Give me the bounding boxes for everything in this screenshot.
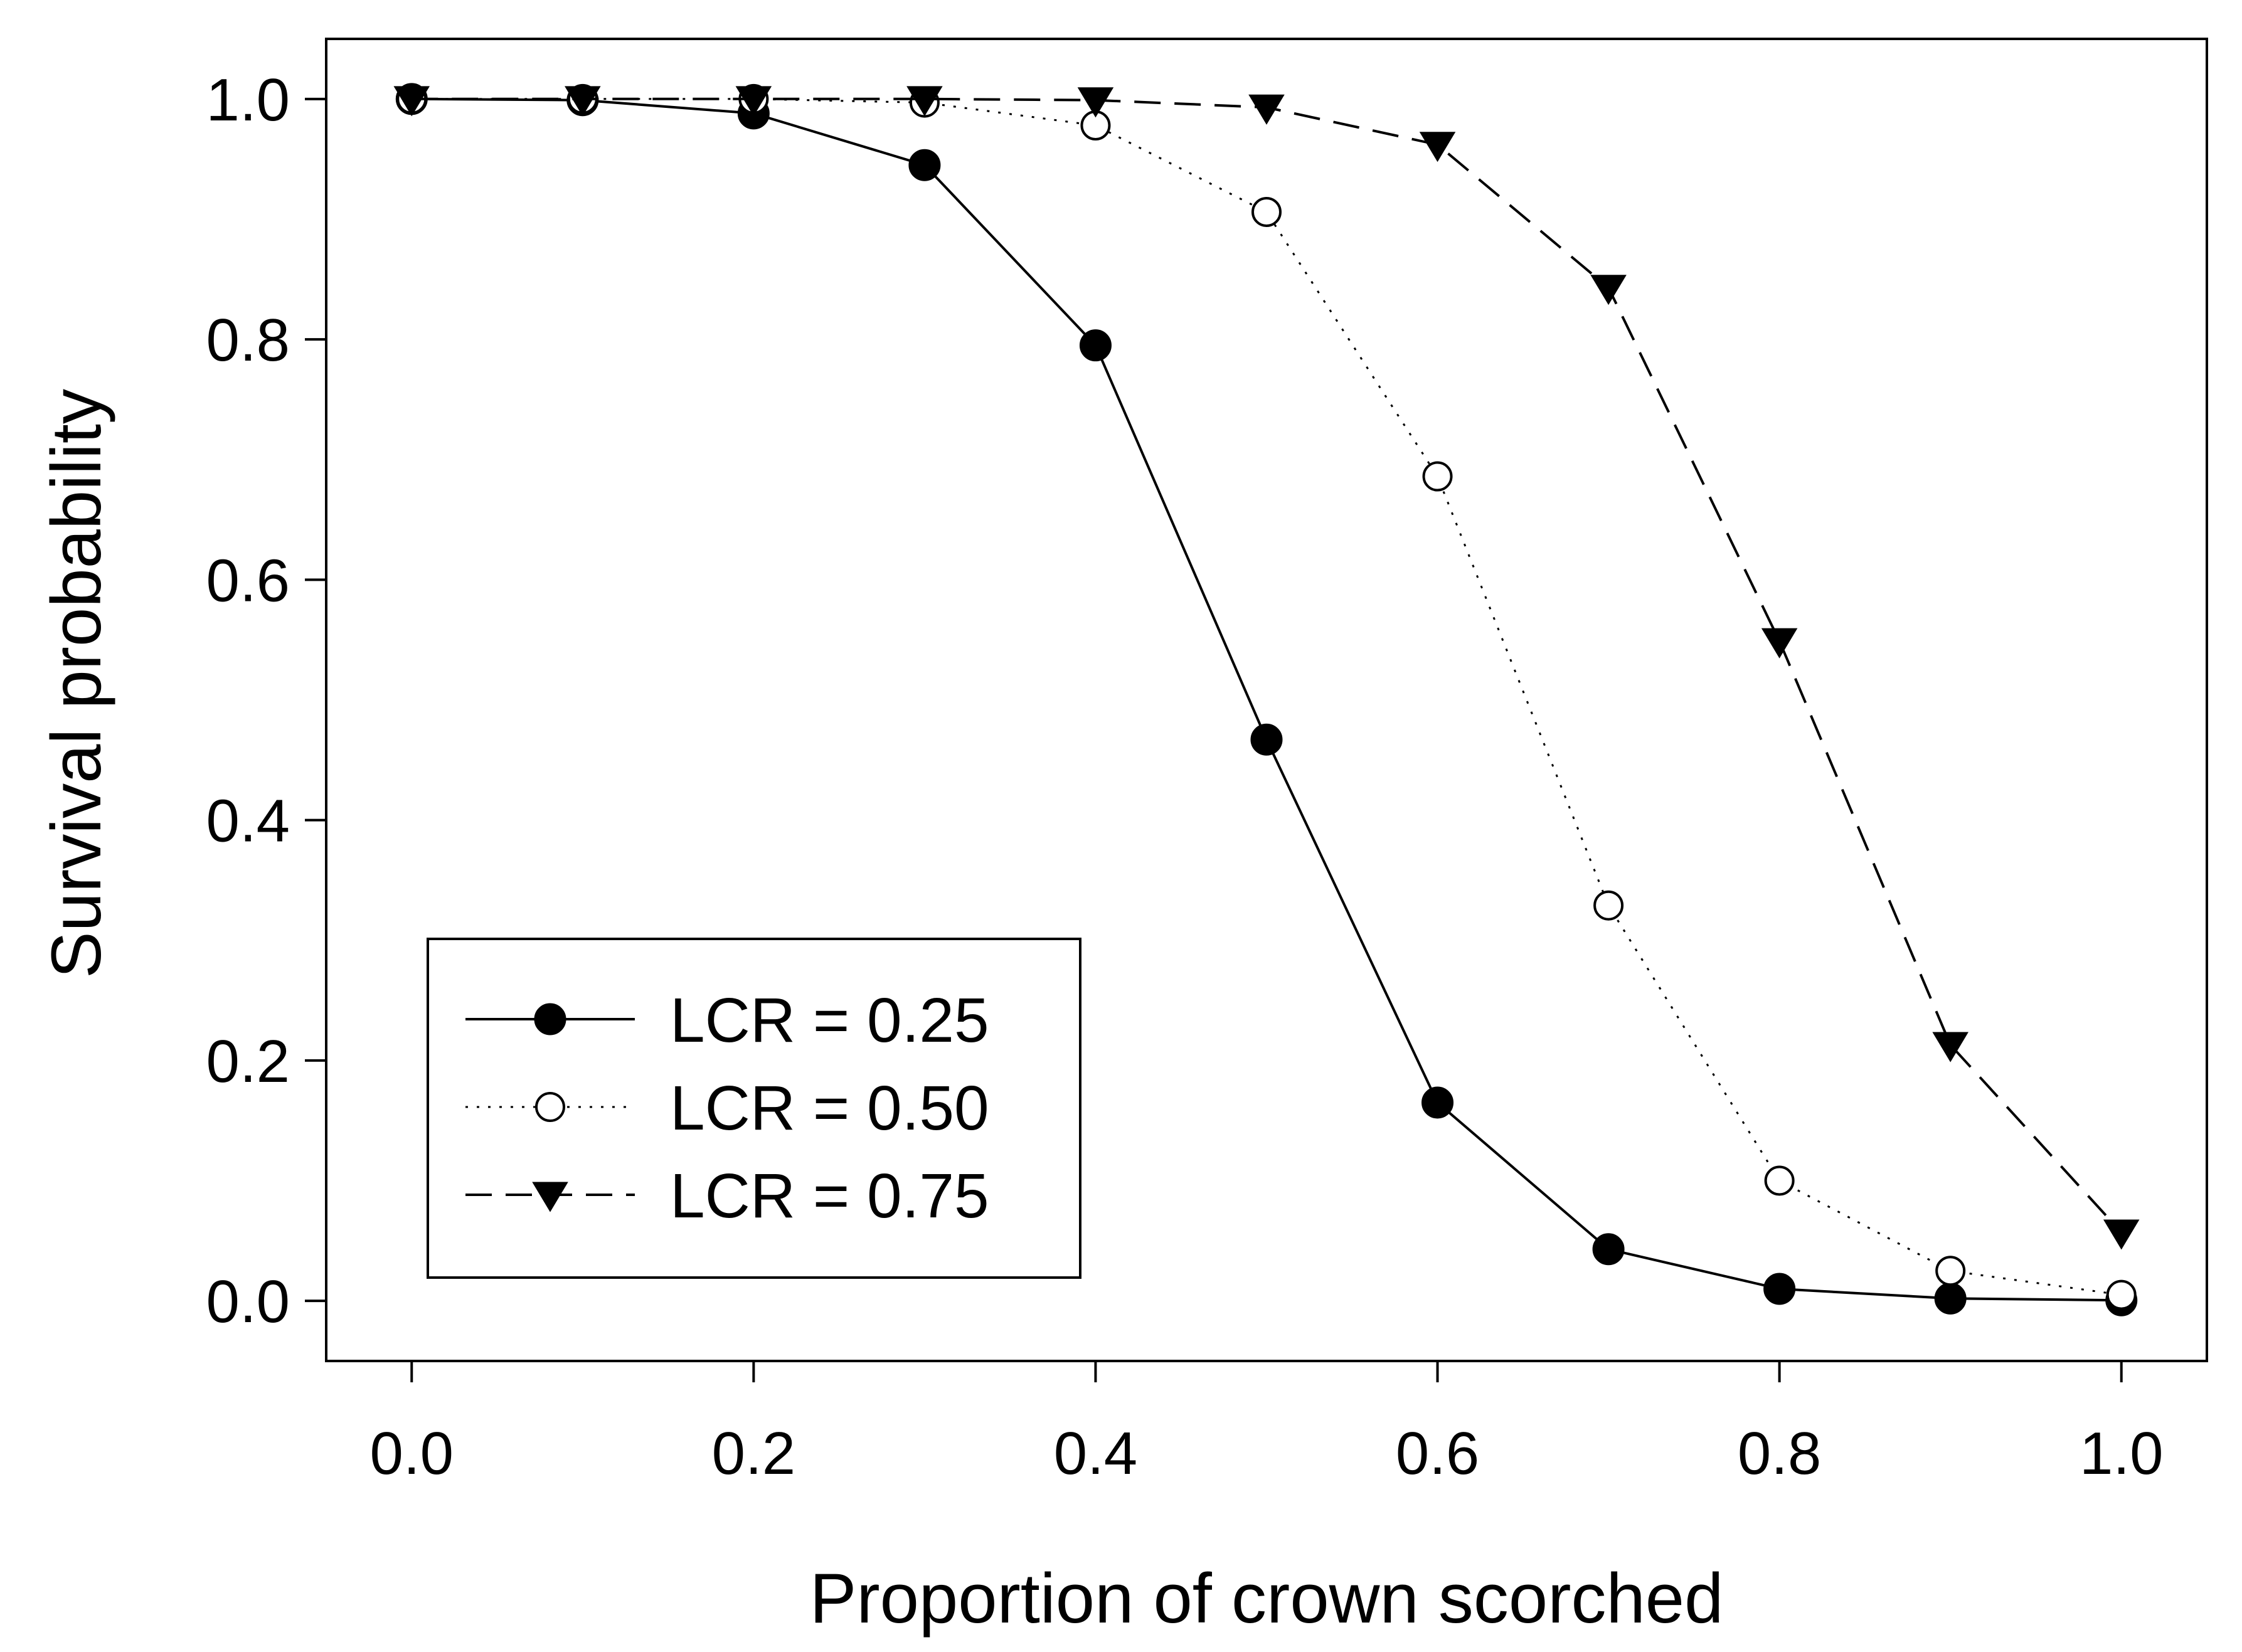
legend-marker-lcr-050 bbox=[535, 1092, 565, 1122]
data-point-lcr-075 bbox=[1077, 87, 1114, 118]
legend-label-lcr-050: LCR = 0.50 bbox=[670, 1073, 989, 1143]
legend-label-lcr-075: LCR = 0.75 bbox=[670, 1161, 989, 1231]
data-point-lcr-075 bbox=[1932, 1032, 1968, 1062]
data-point-lcr-025 bbox=[1079, 329, 1112, 362]
data-point-lcr-025 bbox=[1592, 1233, 1625, 1266]
data-point-lcr-075 bbox=[735, 86, 772, 117]
data-point-lcr-025 bbox=[1934, 1282, 1967, 1315]
y-axis: 0.0 0.2 0.4 0.6 0.8 1.0 bbox=[206, 66, 326, 1335]
x-tick-label: 0.4 bbox=[1054, 1420, 1137, 1487]
y-tick-label: 0.2 bbox=[206, 1028, 290, 1095]
x-tick-label: 0.0 bbox=[370, 1420, 454, 1487]
y-tick-label: 1.0 bbox=[206, 66, 290, 134]
plot-border bbox=[325, 38, 2208, 1362]
data-point-lcr-050 bbox=[1251, 196, 1282, 227]
y-tick-label: 0.4 bbox=[206, 788, 290, 855]
y-tick-label: 0.8 bbox=[206, 307, 290, 374]
data-point-lcr-075 bbox=[1590, 275, 1627, 305]
y-axis-label: Survival probability bbox=[37, 389, 115, 978]
legend-label-lcr-025: LCR = 0.25 bbox=[670, 985, 989, 1056]
series-lcr-075 bbox=[393, 86, 2140, 1250]
data-point-lcr-025 bbox=[1763, 1273, 1796, 1305]
x-tick-label: 0.8 bbox=[1738, 1420, 1821, 1487]
data-point-lcr-075 bbox=[1419, 132, 1456, 162]
x-axis: 0.0 0.2 0.4 0.6 0.8 1.0 bbox=[370, 1361, 2163, 1487]
data-point-lcr-025 bbox=[908, 149, 941, 181]
data-point-lcr-075 bbox=[565, 86, 601, 117]
data-point-lcr-075 bbox=[906, 86, 943, 117]
data-point-lcr-050 bbox=[1422, 461, 1453, 492]
data-point-lcr-050 bbox=[1593, 890, 1624, 921]
y-tick-label: 0.0 bbox=[206, 1268, 290, 1335]
data-point-lcr-025 bbox=[1421, 1086, 1454, 1119]
data-point-lcr-025 bbox=[1250, 723, 1283, 756]
legend: LCR = 0.25 LCR = 0.50 LCR = 0.75 bbox=[427, 938, 1081, 1279]
data-point-lcr-075 bbox=[1248, 94, 1285, 125]
x-tick-label: 0.2 bbox=[712, 1420, 795, 1487]
data-point-lcr-050 bbox=[1764, 1165, 1795, 1196]
x-tick-label: 0.6 bbox=[1396, 1420, 1479, 1487]
y-tick-label: 0.6 bbox=[206, 547, 290, 614]
data-point-lcr-075 bbox=[2103, 1219, 2140, 1250]
legend-marker-lcr-075 bbox=[532, 1182, 568, 1212]
x-axis-label: Proportion of crown scorched bbox=[810, 1559, 1724, 1638]
data-point-lcr-075 bbox=[1761, 628, 1798, 659]
legend-marker-lcr-025 bbox=[534, 1003, 566, 1035]
series-group bbox=[393, 83, 2140, 1316]
data-point-lcr-050 bbox=[1935, 1256, 1966, 1286]
data-point-lcr-050 bbox=[2106, 1279, 2137, 1310]
x-tick-label: 1.0 bbox=[2080, 1420, 2163, 1487]
data-point-lcr-075 bbox=[393, 86, 430, 117]
plot-frame bbox=[325, 38, 2208, 1362]
